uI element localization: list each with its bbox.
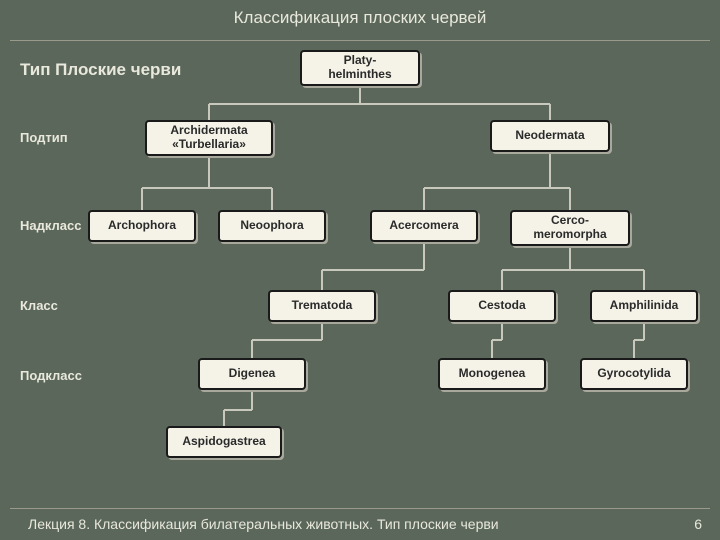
- node-archophora: Archophora: [88, 210, 196, 242]
- row-subtype: Подтип: [20, 130, 68, 145]
- node-gyrocotylida: Gyrocotylida: [580, 358, 688, 390]
- node-platyhelminthes: Platy-helminthes: [300, 50, 420, 86]
- node-cestoda: Cestoda: [448, 290, 556, 322]
- node-aspidogastrea: Aspidogastrea: [166, 426, 282, 458]
- classification-diagram: Классификация плоских червей Тип Плоские…: [0, 0, 720, 540]
- page-number: 6: [694, 516, 702, 532]
- node-digenea: Digenea: [198, 358, 306, 390]
- node-cercomeromorpha: Cerco-meromorpha: [510, 210, 630, 246]
- node-neodermata: Neodermata: [490, 120, 610, 152]
- node-amphilinida: Amphilinida: [590, 290, 698, 322]
- type-label: Тип Плоские черви: [20, 60, 181, 80]
- rule-bottom: [10, 508, 710, 509]
- node-neoophora: Neoophora: [218, 210, 326, 242]
- page-title: Классификация плоских червей: [0, 8, 720, 28]
- footer-text: Лекция 8. Классификация билатеральных жи…: [28, 516, 499, 532]
- node-acercomera: Acercomera: [370, 210, 478, 242]
- row-superclass: Надкласс: [20, 218, 81, 233]
- row-class: Класс: [20, 298, 58, 313]
- node-trematoda: Trematoda: [268, 290, 376, 322]
- rule-top: [10, 40, 710, 41]
- node-monogenea: Monogenea: [438, 358, 546, 390]
- node-archidermata: Archidermata«Turbellaria»: [145, 120, 273, 156]
- row-subclass: Подкласс: [20, 368, 82, 383]
